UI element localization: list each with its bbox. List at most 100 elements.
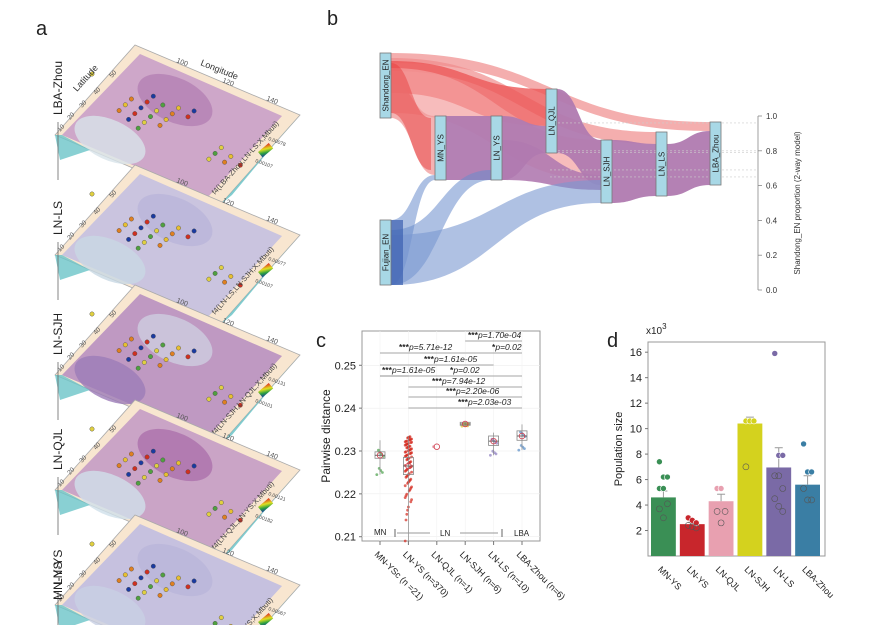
x-tick-label: LN-SJH [743, 564, 772, 593]
ocean-left [55, 605, 90, 625]
data-point [660, 514, 667, 522]
sample-point [122, 572, 128, 578]
sample-point [237, 162, 243, 168]
sample-point [237, 517, 243, 523]
latitude-tick: 20 [66, 111, 76, 121]
jitter-point [410, 447, 413, 451]
axis-tick-label: 0.4 [766, 216, 778, 225]
sample-point [89, 311, 95, 317]
jitter-point [410, 485, 413, 489]
layer-label: LN-LS [51, 201, 65, 235]
panel-a-stacked-maps: f4(LBA-Zhou,LN-LS;X,Mbuti)0.000780.00107… [51, 44, 301, 625]
multiplier-exponent: 3 [662, 322, 667, 331]
sample-point [206, 511, 212, 517]
sample-point [157, 362, 163, 368]
ocean-strip [264, 585, 300, 625]
y-tick-label: 16 [630, 347, 642, 359]
sample-point [185, 114, 191, 120]
sample-point [148, 234, 153, 240]
colorbar [258, 613, 274, 625]
sample-point [138, 575, 144, 581]
panel-d-letter: d [607, 330, 619, 352]
y-tick-label: 2 [636, 526, 642, 538]
sample-point [160, 102, 166, 108]
jitter-point [410, 440, 413, 444]
node-fujian-en [379, 219, 392, 286]
latitude-tick: 40 [92, 206, 102, 216]
p-value: p=0.02 [452, 365, 480, 375]
data-point [750, 417, 758, 425]
sample-point [169, 581, 175, 587]
significance-label: *p=0.02 [492, 342, 522, 352]
jitter-point [405, 492, 409, 496]
data-point [804, 496, 811, 504]
y-tick-label: 12 [630, 398, 642, 410]
ocean-strip [220, 235, 300, 325]
sample-point [176, 225, 181, 231]
sample-point [132, 111, 138, 117]
jitter-point [403, 484, 407, 488]
sample-point [160, 342, 166, 348]
sample-point [126, 356, 132, 362]
sample-point [148, 354, 153, 359]
bar-lba-zhou [795, 484, 820, 556]
data-point [779, 508, 787, 515]
panel-b-letter: b [327, 8, 339, 30]
ocean-left [55, 375, 90, 400]
latitude-tick: 40 [92, 326, 102, 336]
jitter-point [405, 512, 409, 516]
latitude-tick: 40 [92, 556, 102, 566]
sample-point [138, 225, 144, 231]
significance-stars: *** [432, 376, 443, 386]
bar-ln-ls [766, 467, 792, 556]
sample-point [228, 273, 234, 279]
significance-label: ***p=1.61e-05 [424, 354, 477, 364]
sample-point [222, 399, 228, 405]
sample-point [128, 96, 134, 102]
sample-point [89, 426, 95, 432]
latitude-tick: 20 [66, 231, 76, 241]
sample-point [122, 222, 128, 228]
node-ln-qjl [545, 88, 558, 154]
data-point [775, 503, 783, 510]
sample-point [89, 541, 95, 547]
significance-stars: *** [458, 397, 469, 407]
longitude-tick: 120 [221, 197, 235, 208]
jitter-point [409, 477, 413, 481]
ocean-left [55, 135, 90, 160]
sample-point [154, 348, 160, 354]
latitude-tick: 40 [92, 86, 102, 96]
plot-frame [361, 330, 541, 542]
proportion-axis-title: Shandong_EN proportion (2-way model) [793, 131, 802, 275]
y-multiplier: x103 [646, 322, 667, 337]
jitter-point [410, 498, 413, 501]
longitude-tick: 120 [221, 77, 235, 88]
sample-point [150, 563, 156, 569]
colorbar [258, 143, 274, 158]
data-point [775, 472, 783, 480]
latitude-tick: 20 [66, 351, 76, 361]
mean-marker [433, 443, 440, 450]
sample-point [144, 99, 150, 105]
latitude-tick: 30 [78, 99, 88, 109]
sample-point [132, 466, 138, 471]
longitude-tick: 100 [175, 297, 189, 308]
sample-point [132, 351, 138, 356]
flow-ln-qjl-to-ln-sjh [557, 89, 601, 185]
node-shandong-en [379, 52, 392, 119]
jitter-point [410, 455, 413, 459]
latitude-tick: 30 [78, 569, 88, 579]
flow-fujian-to-ln-sjh [391, 180, 601, 285]
data-point [771, 472, 779, 480]
sample-point [141, 120, 147, 125]
sample-point [154, 108, 160, 114]
jitter-point [403, 539, 407, 543]
jitter-point [410, 451, 413, 455]
sample-point [116, 108, 122, 114]
axis-tick-label: 1.0 [766, 112, 778, 121]
sample-point [222, 159, 228, 165]
sample-point [138, 105, 144, 111]
axis-tick-label: 0.8 [766, 147, 778, 156]
node-label: LBA_Zhou [712, 135, 721, 173]
sample-point [157, 242, 163, 248]
